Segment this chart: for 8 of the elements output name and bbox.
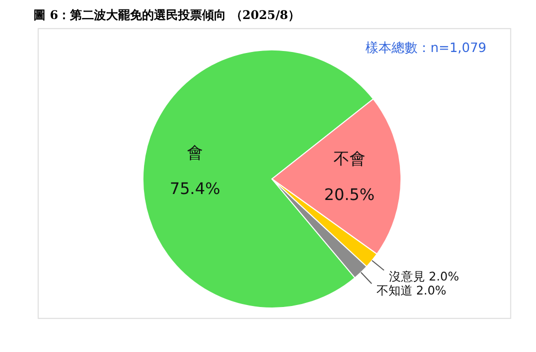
data-label: 20.5% — [324, 184, 375, 204]
slice-label: 沒意見 2.0% — [388, 270, 460, 284]
slice-label: 不會 — [333, 149, 366, 168]
text: 樣本總數：n=1,079 — [365, 40, 486, 56]
chart-title: 圖 6：第二波大罷免的選民投票傾向 （2025/8） — [34, 8, 300, 22]
slice-label: 不知道 2.0% — [376, 283, 446, 298]
slice-label: 會 — [186, 143, 203, 162]
data-label: 75.4% — [170, 178, 220, 198]
